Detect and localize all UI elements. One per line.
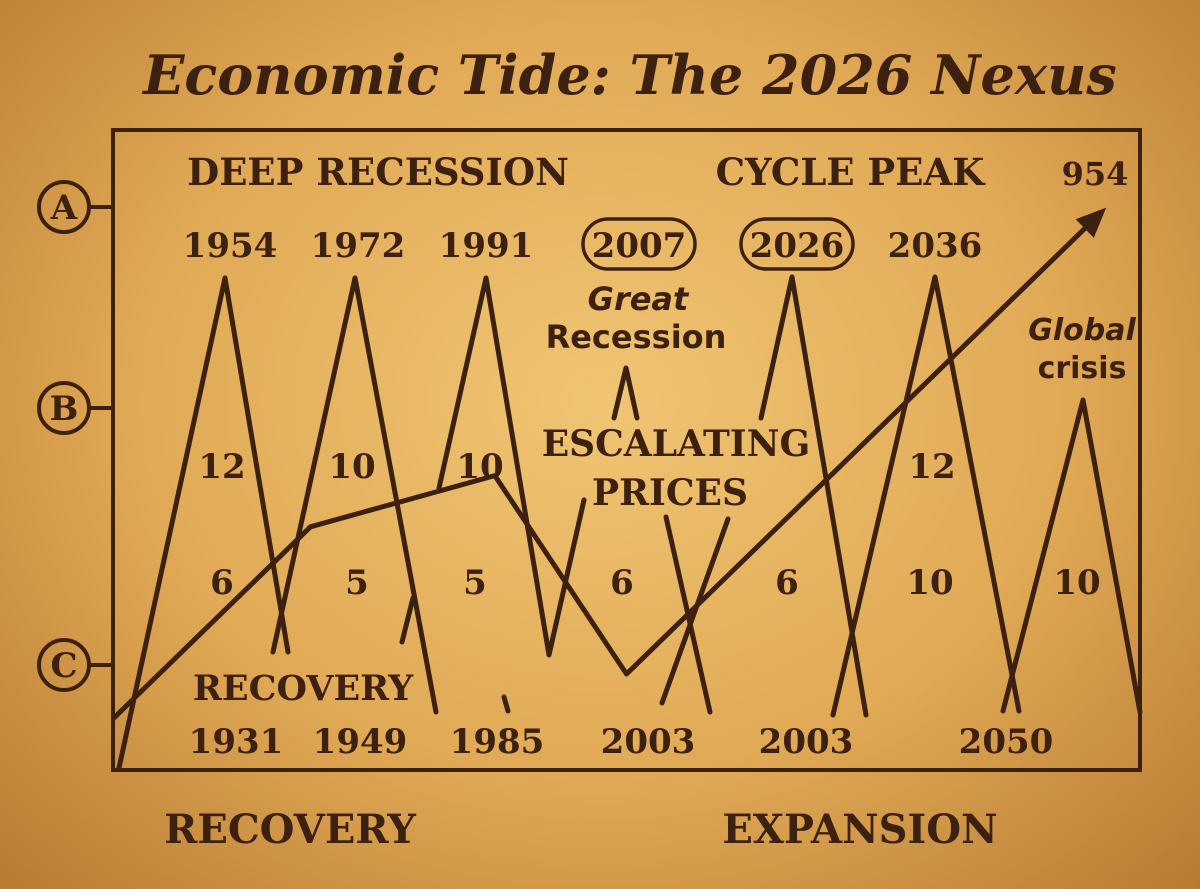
cycle-stroke-3: [436, 275, 587, 658]
cycle-stroke-10: [1000, 397, 1143, 715]
lower-value-labels: 6 5 5 6 6 10 10: [210, 563, 1101, 603]
chart-title: Economic Tide: The 2026 Nexus: [141, 43, 1116, 107]
cycle-stroke-5: [611, 365, 640, 421]
trough-year-1985: 1985: [450, 722, 545, 762]
upper-value: 12: [198, 447, 245, 487]
row-marker-a: A: [50, 188, 78, 228]
peak-year-1954: 1954: [183, 226, 278, 266]
label-deep-recession: DEEP RECESSION: [187, 150, 569, 194]
lower-value: 6: [210, 563, 234, 603]
label-inner-recovery: RECOVERY: [193, 668, 414, 709]
trough-year-2003: 2003: [601, 722, 696, 762]
label-global: Global: [1028, 313, 1136, 348]
label-crisis: crisis: [1038, 351, 1127, 386]
trough-year-2003: 2003: [759, 722, 854, 762]
footer-expansion: EXPANSION: [722, 806, 997, 853]
lower-value: 10: [1053, 563, 1100, 603]
footer-recovery: RECOVERY: [164, 806, 416, 853]
peak-year-circle-2007: [581, 217, 697, 271]
cycle-stroke-7: [659, 516, 731, 706]
label-escalating: ESCALATING: [542, 423, 811, 465]
upper-value: 12: [908, 447, 955, 487]
trough-year-labels: 1931 1949 1985 2003 2003 2050: [189, 722, 1054, 762]
peak-year-circle-2026: [739, 217, 855, 271]
peak-year-labels: 1954 1972 1991 2007 2026 2036: [183, 217, 983, 271]
plot-frame: [111, 128, 1142, 772]
cycle-stroke-0: [116, 275, 291, 771]
cycle-stroke-2: [399, 595, 416, 645]
trend-arrow-head: [1075, 207, 1107, 238]
trough-year-2050: 2050: [959, 722, 1054, 762]
label-prices: PRICES: [592, 472, 748, 514]
peak-year-1972: 1972: [311, 226, 406, 266]
lower-value: 5: [345, 563, 369, 603]
label-great: Great: [588, 280, 690, 318]
lower-value: 6: [610, 563, 634, 603]
peak-year-1991: 1991: [439, 226, 534, 266]
peak-year-2036: 2036: [888, 226, 983, 266]
label-trend-end: 954: [1062, 155, 1129, 193]
cycle-stroke-8: [758, 274, 869, 718]
row-marker-b: B: [50, 389, 79, 429]
peak-year-2007: 2007: [592, 226, 687, 266]
cycle-stroke-9: [830, 274, 1022, 718]
lower-value: 6: [775, 563, 799, 603]
trend-line: [111, 211, 1103, 721]
lower-value: 5: [463, 563, 487, 603]
row-marker-c: C: [50, 646, 77, 686]
trough-year-1931: 1931: [189, 722, 284, 762]
cycle-stroke-1: [270, 275, 439, 715]
label-recession: Recession: [546, 318, 727, 356]
row-markers: A B C: [37, 180, 113, 692]
upper-value: 10: [328, 447, 375, 487]
trough-year-1949: 1949: [313, 722, 408, 762]
label-cycle-peak: CYCLE PEAK: [716, 150, 986, 194]
cycle-stroke-4: [501, 694, 511, 714]
peak-year-2026: 2026: [750, 226, 845, 266]
lower-value: 10: [906, 563, 953, 603]
cycle-lines: [116, 274, 1143, 771]
